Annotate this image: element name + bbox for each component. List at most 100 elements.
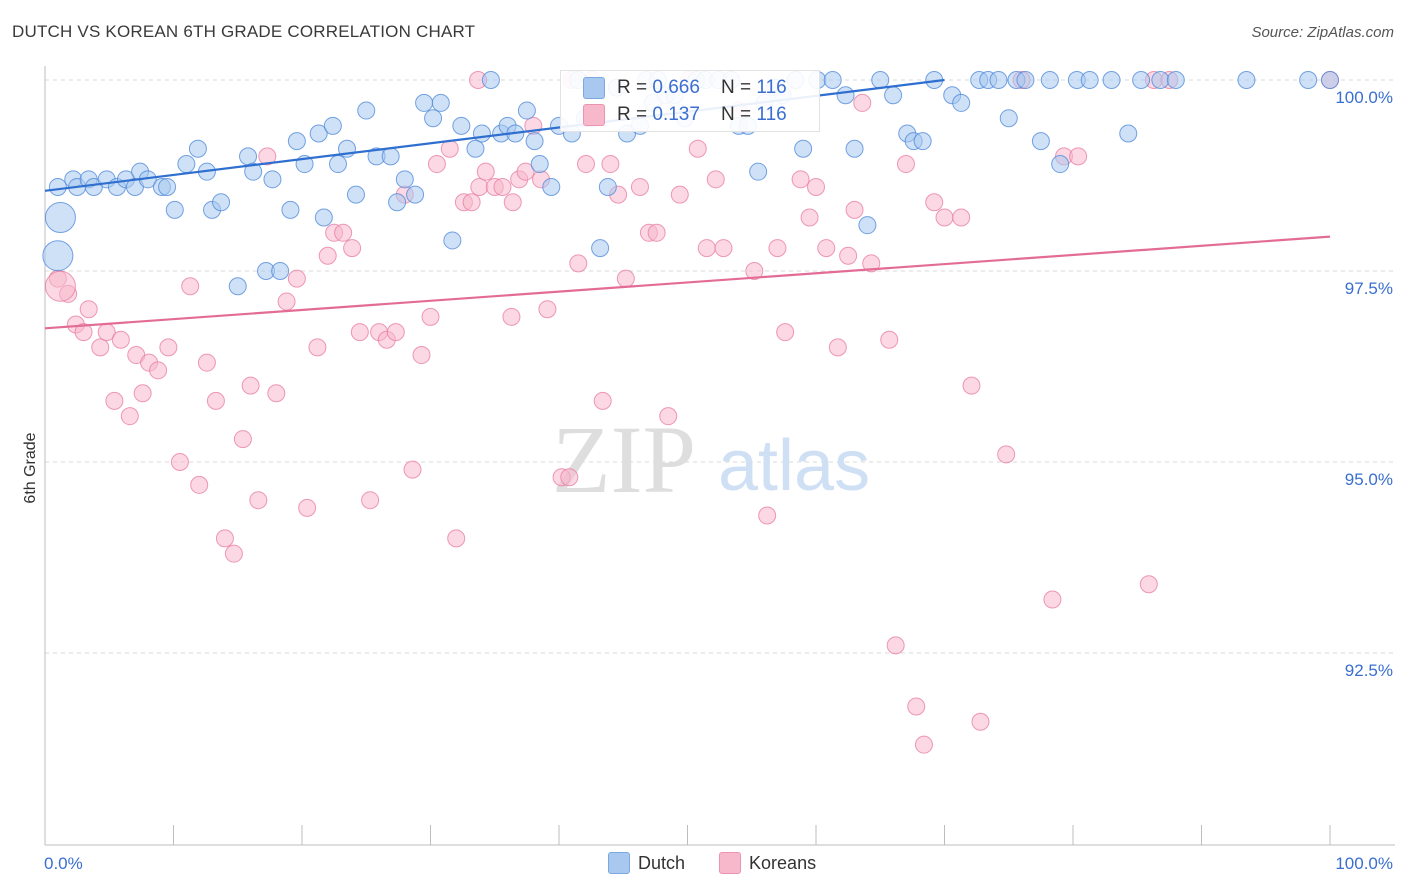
dutch-point-29 — [314, 208, 333, 227]
dutch-point-38 — [395, 170, 414, 189]
korean-point-72 — [670, 185, 689, 204]
korean-point-68 — [630, 177, 649, 196]
dutch-point-23 — [263, 170, 282, 189]
dutch-point-95 — [952, 93, 971, 112]
dutch-point-19 — [228, 277, 247, 296]
korean-point-92 — [880, 330, 899, 349]
dutch-point-111 — [1166, 71, 1185, 89]
korean-point-42 — [412, 346, 431, 365]
korean-point-84 — [800, 208, 819, 227]
dutch-point-87 — [858, 216, 877, 235]
korean-point-86 — [817, 239, 836, 258]
dutch-point-26 — [287, 132, 306, 151]
korean-point-65 — [601, 155, 620, 174]
korean-point-24 — [249, 491, 268, 510]
korean-point-16 — [181, 277, 200, 296]
dutch-point-15 — [188, 139, 207, 158]
korean-point-13 — [149, 361, 168, 380]
dutch-point-34 — [357, 101, 376, 120]
korean-point-21 — [224, 544, 243, 563]
x-tick-label-1: 100.0% — [1335, 854, 1393, 873]
dutch-r-value: 0.666 — [652, 77, 700, 98]
korean-point-55 — [516, 162, 535, 181]
korean-point-23 — [241, 376, 260, 395]
korean-point-74 — [688, 139, 707, 158]
korean-point-25 — [258, 147, 277, 166]
korean-point-76 — [706, 170, 725, 189]
korean-point-81 — [768, 239, 787, 258]
legend-item-koreans[interactable]: Koreans — [719, 852, 816, 874]
korean-point-31 — [318, 246, 337, 265]
dutch-point-40 — [415, 93, 434, 112]
korean-point-60 — [560, 468, 579, 487]
korean-point-35 — [350, 323, 369, 342]
dutch-point-85 — [836, 86, 855, 105]
korean-point-17 — [190, 475, 209, 494]
dutch-point-114 — [44, 202, 76, 234]
koreans-n-value: 116 — [756, 104, 787, 125]
y-tick-label-0: 100.0% — [1335, 88, 1393, 107]
dutch-point-98 — [989, 71, 1008, 89]
dutch-point-46 — [472, 124, 491, 143]
legend-label-dutch: Dutch — [638, 852, 686, 873]
korean-point-15 — [170, 453, 189, 471]
koreans-r-value: 0.137 — [652, 104, 700, 125]
korean-point-43 — [421, 307, 440, 326]
korean-point-93 — [886, 636, 905, 655]
dutch-point-113 — [1299, 71, 1318, 89]
dutch-point-18 — [212, 193, 231, 212]
korean-point-11 — [133, 384, 152, 403]
dutch-point-86 — [845, 139, 864, 158]
korean-point-3 — [74, 323, 93, 342]
korean-point-67 — [616, 269, 635, 288]
dutch-swatch — [583, 77, 605, 99]
dutch-point-110 — [1151, 71, 1170, 89]
dutch-point-13 — [165, 200, 184, 219]
dutch-point-12 — [158, 177, 177, 196]
dutch-point-77 — [749, 162, 768, 181]
dutch-point-37 — [388, 193, 407, 212]
legend-item-dutch[interactable]: Dutch — [608, 852, 685, 874]
y-tick-label-2: 95.0% — [1345, 470, 1393, 489]
dutch-point-20 — [239, 147, 258, 166]
korean-point-44 — [427, 155, 446, 174]
dutch-point-106 — [1080, 71, 1099, 89]
korean-point-18 — [197, 353, 216, 372]
dutch-point-21 — [244, 162, 263, 181]
korean-point-100 — [962, 376, 981, 395]
korean-point-104 — [1043, 590, 1062, 609]
korean-point-5 — [91, 338, 110, 357]
korean-point-46 — [447, 529, 466, 548]
dutch-r-label: R = — [617, 77, 653, 98]
dutch-point-14 — [177, 155, 196, 174]
dutch-point-28 — [309, 124, 328, 143]
dutch-point-89 — [884, 86, 903, 105]
correlation-stats-box: R = 0.666 N = 116 R = 0.137 N = 116 — [560, 70, 820, 132]
korean-point-101 — [971, 712, 990, 731]
korean-point-106 — [1069, 147, 1088, 166]
dutch-point-41 — [424, 109, 443, 128]
dutch-point-99 — [999, 109, 1018, 128]
y-tick-label-1: 97.5% — [1345, 279, 1393, 298]
dutch-point-61 — [598, 177, 617, 196]
korean-point-90 — [853, 93, 872, 112]
korean-point-85 — [807, 177, 825, 196]
korean-point-8 — [111, 330, 130, 349]
korean-point-34 — [343, 239, 362, 258]
legend-swatch-dutch — [608, 852, 630, 874]
korean-point-77 — [714, 239, 733, 258]
korean-points — [44, 71, 1339, 754]
korean-point-26 — [267, 384, 286, 403]
korean-point-87 — [828, 338, 847, 357]
dutch-point-52 — [525, 132, 544, 151]
korean-point-50 — [476, 162, 495, 181]
dutch-point-102 — [1031, 132, 1050, 151]
korean-point-9 — [120, 407, 139, 426]
korean-point-64 — [593, 391, 612, 410]
korean-point-98 — [935, 208, 954, 227]
dutch-point-24 — [271, 262, 290, 280]
korean-point-39 — [386, 323, 405, 342]
dutch-point-39 — [406, 185, 425, 204]
dutch-point-108 — [1119, 124, 1138, 143]
dutch-point-43 — [443, 231, 462, 250]
